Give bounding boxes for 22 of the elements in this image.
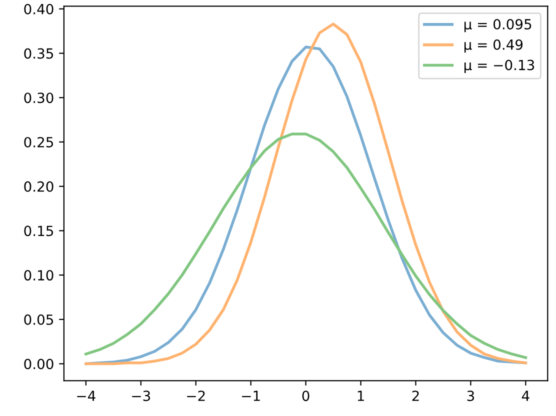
y-tick-label: 0.30 — [24, 92, 54, 104]
legend-label: μ = −0.13 — [464, 60, 534, 73]
y-tick-label: 0.05 — [24, 314, 54, 325]
y-tick-label: 0.20 — [24, 181, 54, 192]
y-tick-label: 0.00 — [24, 358, 54, 370]
x-tick-label: 1 — [358, 390, 364, 401]
x-tick-label: 3 — [467, 390, 474, 402]
y-tick-label: 0.25 — [24, 136, 54, 148]
x-tick-label: 4 — [522, 390, 530, 401]
x-tick-label: −4 — [77, 390, 96, 401]
x-tick-label: 2 — [412, 390, 419, 401]
x-tick-label: −1 — [242, 390, 260, 401]
y-tick-label: 0.15 — [24, 226, 54, 236]
x-tick-label: −3 — [132, 390, 150, 402]
y-tick-label: 0.40 — [24, 4, 54, 14]
x-tick-label: 0 — [302, 390, 310, 402]
y-tick-label: 0.35 — [24, 48, 54, 59]
legend-label: μ = 0.49 — [464, 39, 523, 53]
x-tick-label: −2 — [187, 390, 205, 401]
y-tick-label: 0.10 — [24, 270, 54, 281]
legend-label: μ = 0.095 — [464, 18, 532, 32]
line-series — [84, 132, 528, 359]
